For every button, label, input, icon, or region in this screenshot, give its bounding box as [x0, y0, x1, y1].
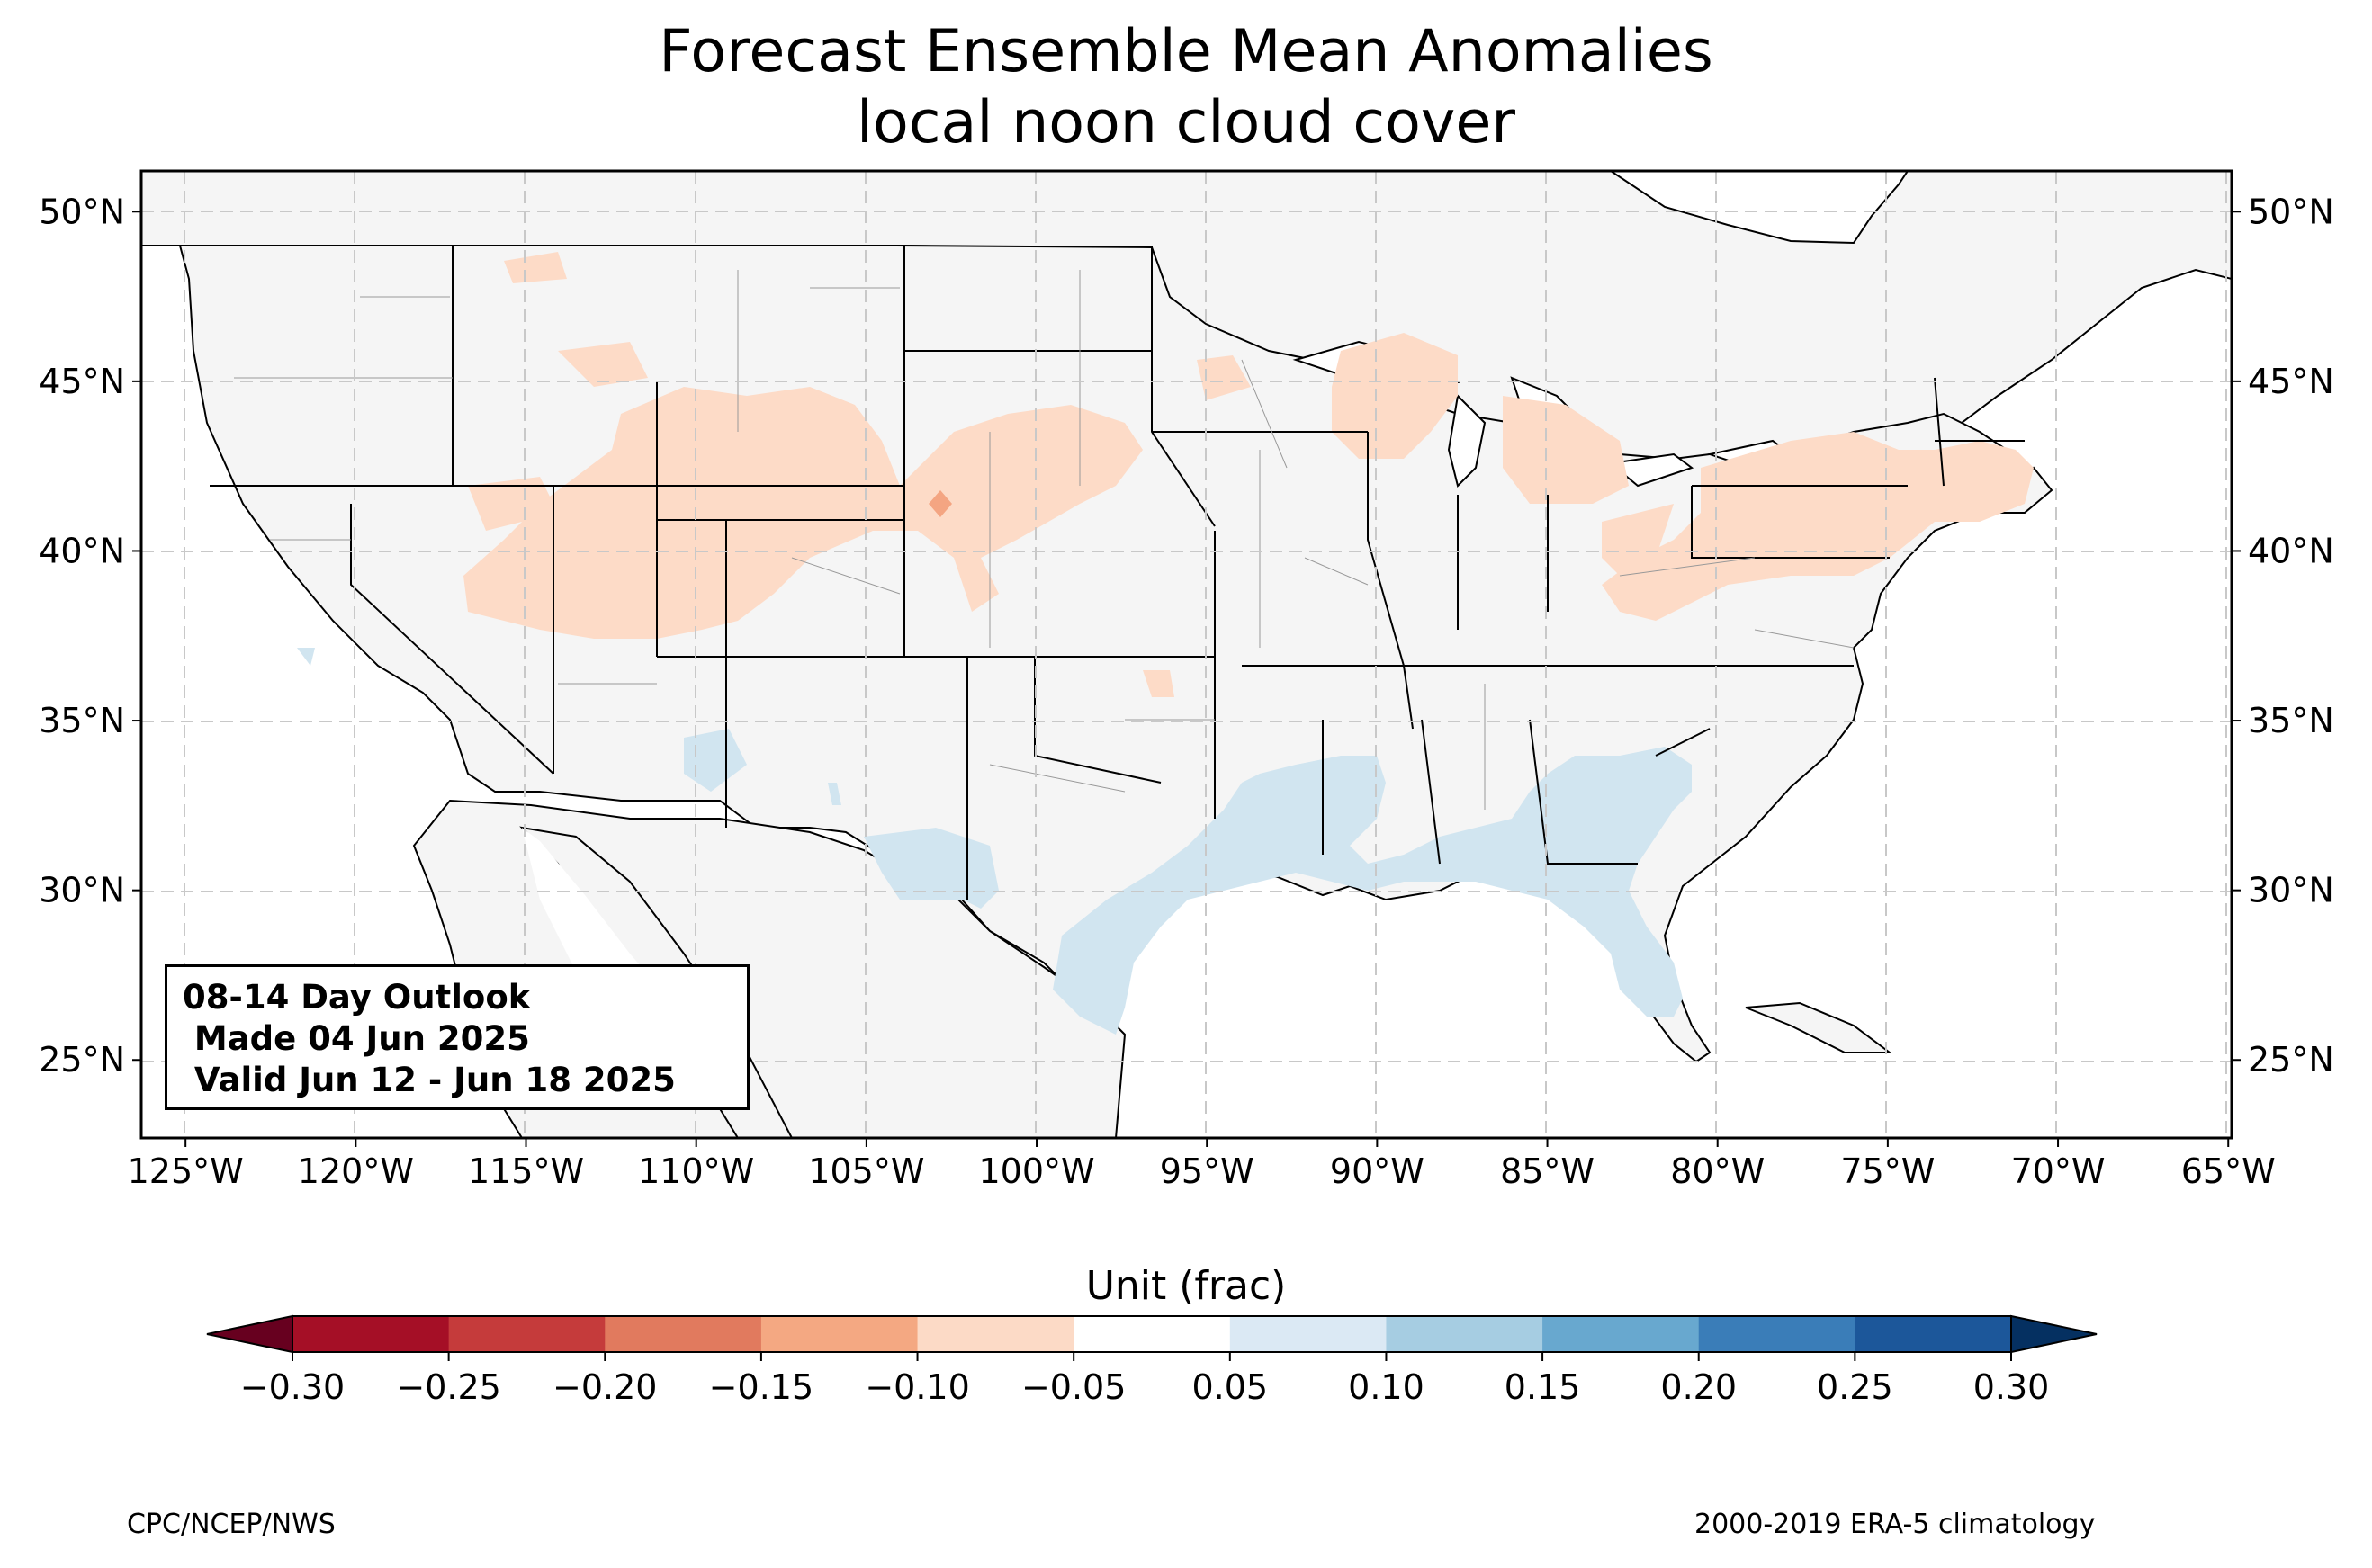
lat-tick-label-right: 30°N	[2248, 871, 2334, 910]
lat-tick-label-left: 40°N	[39, 531, 125, 570]
colorbar-segment	[1229, 1316, 1387, 1352]
lat-tick-label-right: 50°N	[2248, 192, 2334, 231]
made-date: Made 04 Jun 2025	[183, 1019, 530, 1058]
colorbar-segment	[1698, 1316, 1855, 1352]
colorbar-segment	[1074, 1316, 1231, 1352]
lon-tick-label: 65°W	[2181, 1151, 2276, 1191]
colorbar-segment	[605, 1316, 762, 1352]
lon-tick-label: 70°W	[2011, 1151, 2106, 1191]
lake-erie	[1608, 452, 1694, 488]
climate-division-lines	[234, 270, 1855, 810]
colorbar-tick-label: −0.30	[240, 1367, 345, 1407]
lon-tick-label: 75°W	[1840, 1151, 1935, 1191]
lon-tick-label: 120°W	[298, 1151, 414, 1191]
colorbar-tick-label: 0.25	[1817, 1367, 1893, 1407]
colorbar-tick-label: −0.25	[396, 1367, 500, 1407]
chart-subtitle: local noon cloud cover	[856, 89, 1516, 157]
lon-tick-label: 110°W	[638, 1151, 754, 1191]
lat-tick-label-left: 45°N	[39, 362, 125, 401]
colorbar-tick-label: 0.20	[1660, 1367, 1737, 1407]
footer-source: CPC/NCEP/NWS	[127, 1509, 336, 1540]
colorbar-label: Unit (frac)	[1085, 1263, 1287, 1309]
colorbar-segment	[760, 1316, 919, 1352]
colorbar-segment	[292, 1316, 450, 1352]
lat-tick-label-left: 50°N	[39, 192, 125, 231]
colorbar-tick-label: −0.15	[709, 1367, 813, 1407]
lat-tick-label-left: 25°N	[39, 1040, 125, 1080]
footer-climatology: 2000-2019 ERA-5 climatology	[1694, 1509, 2096, 1540]
colorbar-tick-label: −0.20	[553, 1367, 657, 1407]
lon-tick-label: 105°W	[808, 1151, 924, 1191]
lat-tick-label-right: 35°N	[2248, 701, 2334, 740]
lon-tick-label: 100°W	[978, 1151, 1094, 1191]
valid-range: Valid Jun 12 - Jun 18 2025	[183, 1061, 676, 1099]
map-frame	[139, 169, 2233, 1140]
colorbar-tick-label: −0.05	[1021, 1367, 1126, 1407]
colorbar-segment	[448, 1316, 606, 1352]
state-borders	[210, 246, 2025, 900]
gridlines	[141, 171, 2232, 1138]
outlook-info-box: 08-14 Day Outlook Made 04 Jun 2025 Valid…	[165, 964, 750, 1110]
latitude-axis: 25°N 25°N 30°N 30°N 35°N 35°N 40°N 40°N 45°N 45°N…	[39, 192, 2334, 1080]
colorbar-outline	[292, 1315, 2012, 1353]
colorbar: −0.30 −0.25 −0.20 −0.15 −0.10 −0.05 0.05 0.10 0.…	[206, 1314, 2098, 1407]
outlook-period: 08-14 Day Outlook	[183, 978, 531, 1017]
colorbar-segment	[1542, 1316, 1700, 1352]
colorbar-tick-label: 0.30	[1973, 1367, 2050, 1407]
lat-tick-label-left: 35°N	[39, 701, 125, 740]
positive-anomaly-peak	[929, 490, 952, 517]
lon-tick-label: 85°W	[1500, 1151, 1595, 1191]
lat-tick-label-right: 40°N	[2248, 531, 2334, 570]
lon-tick-label: 115°W	[468, 1151, 584, 1191]
cuba	[1745, 1001, 1892, 1053]
lat-tick-label-right: 45°N	[2248, 362, 2334, 401]
negative-anomaly-areas	[297, 648, 1692, 1035]
lon-tick-label: 80°W	[1670, 1151, 1765, 1191]
lon-tick-label: 90°W	[1330, 1151, 1424, 1191]
colorbar-over-arrow	[2010, 1314, 2098, 1354]
colorbar-tick-label: 0.10	[1348, 1367, 1424, 1407]
colorbar-segment	[1855, 1316, 2012, 1352]
longitude-axis: 125°W 120°W 115°W 110°W 105°W 100°W 95°W 90°W 85…	[128, 1138, 2276, 1191]
chart-title: Forecast Ensemble Mean Anomalies	[659, 18, 1713, 85]
colorbar-under-arrow	[206, 1314, 293, 1354]
positive-anomaly-areas	[463, 252, 2034, 697]
lake-michigan	[1447, 393, 1487, 488]
colorbar-tick-label: −0.10	[865, 1367, 969, 1407]
hudson-bay-water	[1609, 171, 1909, 245]
colorbar-tick-label: 0.05	[1192, 1367, 1269, 1407]
lat-tick-label-right: 25°N	[2248, 1040, 2334, 1080]
colorbar-segment	[917, 1316, 1074, 1352]
lat-tick-label-left: 30°N	[39, 871, 125, 910]
lon-tick-label: 95°W	[1160, 1151, 1254, 1191]
lon-tick-label: 125°W	[128, 1151, 244, 1191]
colorbar-tick-label: 0.15	[1505, 1367, 1581, 1407]
colorbar-segment	[1386, 1316, 1543, 1352]
